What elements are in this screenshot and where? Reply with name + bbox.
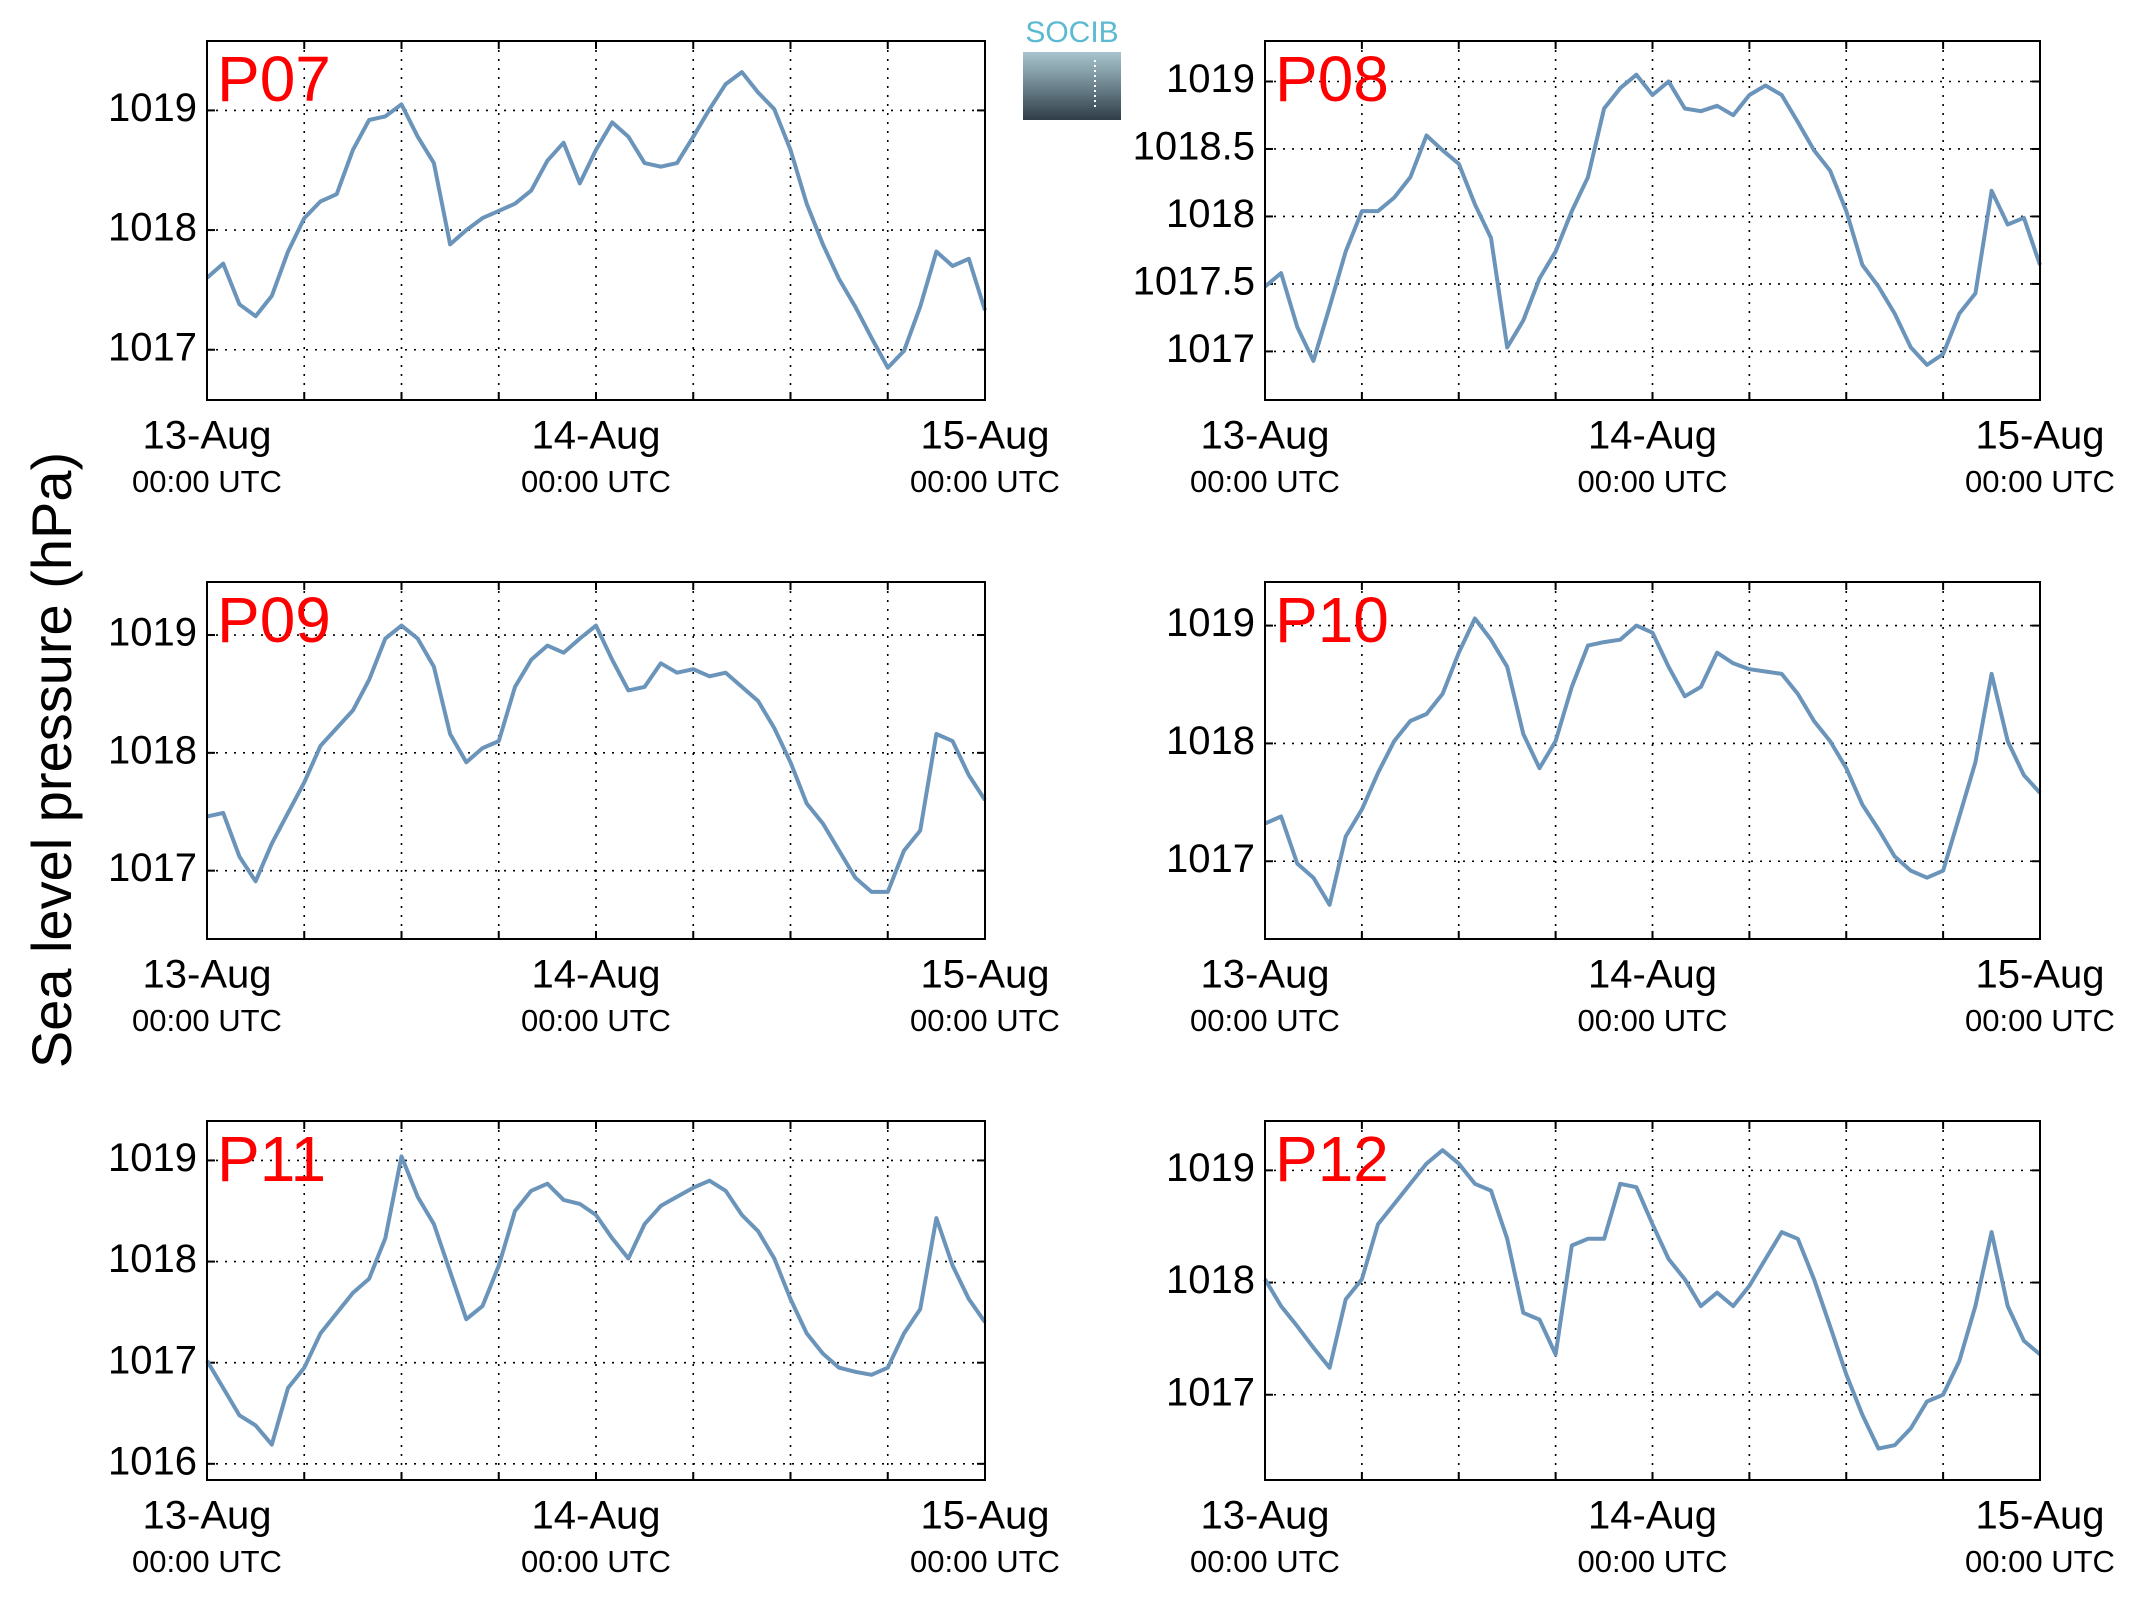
y-tick-label: 1019	[1166, 57, 1255, 101]
y-tick-label: 1018.5	[1133, 125, 1255, 169]
data-line	[1264, 616, 2042, 907]
y-tick-label: 1017	[108, 1338, 197, 1382]
y-tick-label: 1016	[108, 1439, 197, 1483]
data-line	[1263, 1148, 2042, 1451]
panel-title: P07	[217, 43, 331, 115]
panel-title: P10	[1275, 584, 1389, 656]
logo-box	[1023, 52, 1121, 120]
x-tick-label: 15-Aug	[921, 1494, 1050, 1538]
y-axis-label: Sea level pressure (hPa)	[20, 452, 83, 1068]
x-tick-label: 15-Aug	[1976, 1494, 2105, 1538]
x-tick-sublabel: 00:00 UTC	[1190, 1544, 1340, 1579]
x-tick-label: 13-Aug	[1201, 414, 1330, 458]
logo-text: SOCIB	[1025, 16, 1118, 49]
plot-frame	[1264, 581, 2041, 940]
y-tick-label: 1017	[1166, 327, 1255, 371]
plot-frame	[1264, 1120, 2041, 1481]
panel-title: P08	[1275, 43, 1389, 115]
subplot: 1017 1018 1019 13-Aug 00:00 UTC 14-Aug 00:00 U…	[108, 40, 1060, 499]
x-tick-sublabel: 00:00 UTC	[132, 1544, 282, 1579]
x-tick-sublabel: 00:00 UTC	[910, 1544, 1060, 1579]
x-tick-label: 14-Aug	[532, 1494, 661, 1538]
x-tick-sublabel: 00:00 UTC	[521, 464, 671, 499]
panel-title: P09	[217, 584, 331, 656]
y-tick-label: 1017	[108, 325, 197, 369]
x-tick-label: 14-Aug	[1588, 1494, 1717, 1538]
x-tick-label: 14-Aug	[1588, 953, 1717, 997]
y-tick-label: 1018	[108, 728, 197, 772]
x-tick-label: 13-Aug	[1201, 953, 1330, 997]
y-tick-label: 1018	[1166, 719, 1255, 763]
x-tick-label: 13-Aug	[143, 1494, 272, 1538]
plot-frame	[206, 1120, 986, 1481]
y-tick-label: 1017	[1166, 837, 1255, 881]
x-tick-sublabel: 00:00 UTC	[1965, 1544, 2115, 1579]
x-tick-label: 15-Aug	[921, 414, 1050, 458]
subplot: 1017 1017.5 1018 1018.5 1019 13-Aug 00:00 UTC 1…	[1133, 40, 2115, 499]
x-tick-sublabel: 00:00 UTC	[910, 1003, 1060, 1038]
y-tick-label: 1019	[108, 1136, 197, 1180]
y-tick-label: 1019	[1166, 601, 1255, 645]
x-tick-label: 15-Aug	[1976, 953, 2105, 997]
plot-frame	[1264, 40, 2041, 401]
panel-title: P11	[217, 1123, 326, 1195]
subplot: 1017 1018 1019 13-Aug 00:00 UTC 14-Aug 00:00 U…	[108, 581, 1060, 1038]
x-tick-label: 13-Aug	[143, 953, 272, 997]
panel-title: P12	[1275, 1123, 1389, 1195]
x-tick-sublabel: 00:00 UTC	[132, 1003, 282, 1038]
x-tick-sublabel: 00:00 UTC	[1190, 464, 1340, 499]
subplot: 1016 1017 1018 1019 13-Aug 00:00 UTC 14-Aug 00:…	[108, 1120, 1060, 1579]
data-line	[205, 70, 987, 370]
x-tick-sublabel: 00:00 UTC	[1578, 1003, 1728, 1038]
x-tick-label: 13-Aug	[143, 414, 272, 458]
y-tick-label: 1018	[108, 206, 197, 250]
plot-frame	[206, 581, 986, 940]
x-tick-sublabel: 00:00 UTC	[1965, 1003, 2115, 1038]
x-tick-label: 14-Aug	[532, 414, 661, 458]
x-tick-sublabel: 00:00 UTC	[132, 464, 282, 499]
x-tick-sublabel: 00:00 UTC	[910, 464, 1060, 499]
x-tick-label: 15-Aug	[921, 953, 1050, 997]
y-tick-label: 1017	[108, 846, 197, 890]
x-tick-label: 13-Aug	[1201, 1494, 1330, 1538]
data-line	[205, 1154, 987, 1447]
y-tick-label: 1019	[1166, 1146, 1255, 1190]
subplot: 1017 1018 1019 13-Aug 00:00 UTC 14-Aug 00:00 U…	[1166, 581, 2115, 1038]
y-tick-label: 1018	[1166, 192, 1255, 236]
x-tick-label: 14-Aug	[1588, 414, 1717, 458]
x-tick-sublabel: 00:00 UTC	[1965, 464, 2115, 499]
x-tick-label: 14-Aug	[532, 953, 661, 997]
logo: SOCIB	[1023, 16, 1121, 120]
subplot: 1017 1018 1019 13-Aug 00:00 UTC 14-Aug 00:00 U…	[1166, 1120, 2115, 1579]
plot-frame	[206, 40, 986, 401]
data-line	[1263, 72, 2042, 367]
y-tick-label: 1018	[108, 1237, 197, 1281]
x-tick-sublabel: 00:00 UTC	[1578, 1544, 1728, 1579]
x-tick-sublabel: 00:00 UTC	[521, 1544, 671, 1579]
y-tick-label: 1019	[108, 86, 197, 130]
x-tick-sublabel: 00:00 UTC	[521, 1003, 671, 1038]
data-line	[206, 623, 987, 894]
y-tick-label: 1019	[108, 611, 197, 655]
y-tick-label: 1018	[1166, 1258, 1255, 1302]
y-tick-label: 1017.5	[1133, 259, 1255, 303]
x-tick-sublabel: 00:00 UTC	[1190, 1003, 1340, 1038]
y-tick-label: 1017	[1166, 1370, 1255, 1414]
x-tick-sublabel: 00:00 UTC	[1578, 464, 1728, 499]
x-tick-label: 15-Aug	[1976, 414, 2105, 458]
